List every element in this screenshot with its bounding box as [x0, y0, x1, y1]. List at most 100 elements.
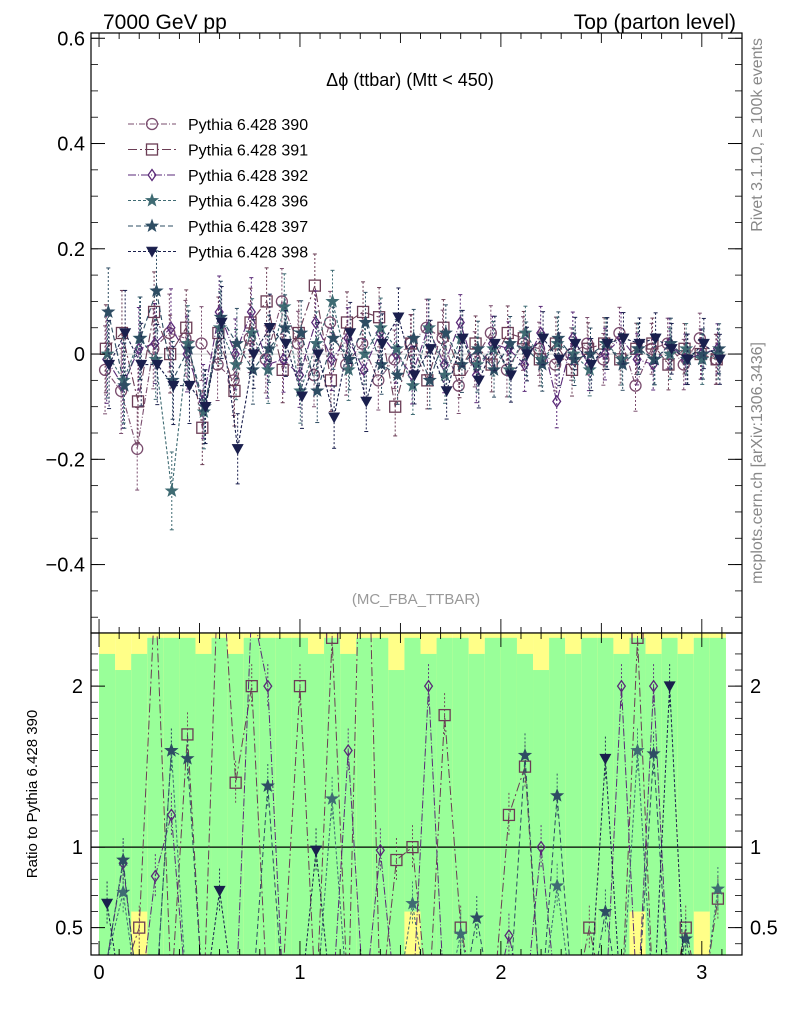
- legend-entry: Pythia 6.428 397: [128, 218, 308, 236]
- legend-label: Pythia 6.428 392: [188, 168, 308, 185]
- data-point: [504, 370, 517, 382]
- ratio-point: [343, 743, 353, 758]
- data-point: [456, 333, 469, 345]
- ratio-band-inner: [388, 670, 405, 955]
- data-point: [454, 357, 470, 371]
- ratio-point: [599, 753, 612, 765]
- data-point: [310, 315, 321, 330]
- legend-marker: [144, 218, 160, 232]
- ratio-point: [598, 904, 613, 918]
- ratio-point: [630, 743, 645, 757]
- data-point: [356, 337, 369, 350]
- data-point: [342, 351, 357, 366]
- ratio-point: [101, 898, 114, 910]
- y-tick-label: 0.6: [57, 28, 85, 50]
- ratio-point: [390, 853, 403, 867]
- data-point: [310, 383, 325, 397]
- mcplots-label: mcplots.cern.ch [arXiv:1306.3436]: [749, 342, 766, 584]
- legend-marker: [145, 246, 159, 258]
- data-point: [277, 320, 293, 334]
- ratio-band-inner: [516, 653, 534, 955]
- data-point: [406, 330, 421, 345]
- ratio-band-inner: [629, 637, 646, 955]
- ratio-point: [166, 808, 177, 822]
- data-point: [279, 338, 292, 350]
- ratio-point: [260, 778, 275, 793]
- ratio-band-inner: [677, 653, 694, 955]
- data-point: [260, 295, 273, 308]
- data-point: [388, 353, 401, 366]
- data-point: [632, 352, 642, 366]
- data-point: [488, 338, 501, 350]
- watermark-label: (MC_FBA_TTBAR): [352, 591, 480, 608]
- data-point: [503, 336, 518, 350]
- ratio-point: [504, 929, 514, 943]
- data-point: [359, 363, 369, 377]
- data-point: [328, 412, 341, 424]
- data-point: [600, 347, 610, 361]
- header-right-label: Top (parton level): [574, 11, 736, 34]
- data-point: [390, 367, 405, 382]
- data-point: [183, 380, 196, 392]
- ratio-band-inner: [565, 653, 582, 955]
- data-point: [372, 311, 386, 324]
- ratio-point: [631, 633, 644, 644]
- ratio-band-inner: [340, 653, 357, 955]
- data-point: [100, 346, 115, 361]
- data-point: [147, 305, 161, 319]
- data-point: [277, 299, 292, 313]
- data-point: [695, 351, 710, 366]
- data-point: [196, 421, 209, 434]
- data-point: [360, 396, 373, 408]
- data-point: [117, 378, 132, 392]
- ratio-series-4: [101, 664, 684, 955]
- data-point: [662, 358, 675, 371]
- series-line: [107, 290, 720, 407]
- ratio-band-inner: [179, 637, 196, 955]
- x-tick-label: 1: [294, 962, 305, 984]
- legend-entry: Pythia 6.428 398: [128, 245, 308, 262]
- data-point: [452, 379, 465, 392]
- data-point: [455, 315, 465, 330]
- ratio-band-inner: [581, 637, 598, 955]
- data-point: [501, 326, 514, 340]
- data-point: [389, 341, 404, 355]
- data-point: [389, 400, 402, 413]
- x-tick-label: 0: [93, 962, 104, 984]
- series-5: [103, 286, 726, 485]
- y-tick-label: 0: [74, 344, 85, 366]
- data-point: [484, 326, 497, 340]
- data-point: [246, 305, 256, 319]
- data-point: [583, 346, 598, 361]
- plot-title: Δϕ (ttbar) (Mtt < 450): [326, 70, 494, 90]
- data-point: [324, 374, 338, 387]
- data-point: [151, 359, 164, 371]
- y-tick-label: −0.4: [46, 555, 85, 577]
- data-point: [535, 357, 550, 371]
- main-series-group: [91, 250, 742, 531]
- data-point: [358, 315, 373, 329]
- ratio-point: [453, 926, 468, 941]
- data-point: [164, 347, 177, 361]
- ratio-band-inner: [372, 637, 389, 955]
- data-point: [582, 362, 597, 376]
- legend-entry: Pythia 6.428 392: [128, 168, 308, 185]
- ratio-point: [550, 878, 565, 892]
- ratio-point: [133, 921, 146, 934]
- ratio-band-inner: [645, 653, 662, 955]
- legend-label: Pythia 6.428 390: [188, 117, 308, 134]
- x-tick-label: 2: [495, 962, 506, 984]
- ratio-point: [150, 869, 160, 883]
- data-point: [438, 325, 453, 339]
- ratio-band-inner: [613, 653, 630, 955]
- data-point: [711, 341, 727, 355]
- data-point: [617, 333, 630, 345]
- ratio-point: [550, 788, 565, 802]
- data-point: [98, 363, 112, 376]
- ratio-band-inner: [533, 670, 550, 955]
- ratio-y-tick-label-right: 1: [750, 837, 761, 859]
- ratio-point: [245, 679, 258, 693]
- legend-entry: Pythia 6.428 391: [128, 143, 308, 160]
- ratio-point: [293, 679, 307, 693]
